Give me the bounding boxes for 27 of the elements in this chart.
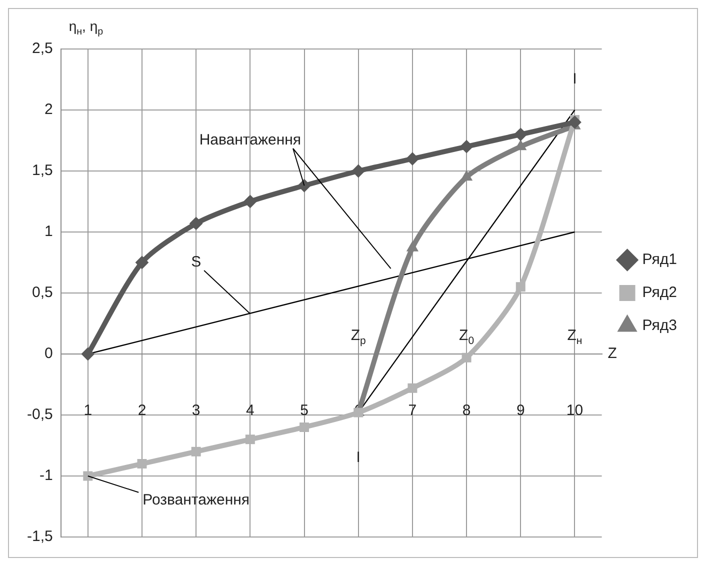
x-tick-label: 4 <box>246 402 254 420</box>
legend-label: Ряд2 <box>642 284 678 302</box>
y-tick-label: 0,5 <box>32 284 53 302</box>
x-axis-title: Z <box>608 345 617 362</box>
y-tick-label: -1,5 <box>26 528 53 546</box>
y-tick-label: 1,5 <box>32 162 53 180</box>
y-tick-label: 1 <box>44 223 53 240</box>
y-tick-label: -0,5 <box>26 406 53 424</box>
annotation: S <box>191 254 202 271</box>
x-tick-label: 1 <box>84 402 92 420</box>
x-tick-label: 5 <box>300 402 308 420</box>
x-tick-label: 2 <box>138 402 146 420</box>
x-tick-label: 7 <box>408 402 417 420</box>
annotation: I <box>572 70 577 88</box>
legend-label: Ряд1 <box>642 251 678 268</box>
y-tick-label: 2,5 <box>32 40 53 58</box>
x-tick-label: 3 <box>192 402 200 420</box>
y-tick-label: 2 <box>44 101 53 118</box>
legend-label: Ряд3 <box>642 317 678 334</box>
x-tick-label: 8 <box>462 402 471 420</box>
x-tick-label: 9 <box>516 402 525 420</box>
x-tick-label: 10 <box>566 402 584 420</box>
y-tick-label: 0 <box>44 345 53 362</box>
y-tick-label: -1 <box>40 467 53 484</box>
annotation: Розвантаження <box>142 492 250 509</box>
annotation: Навантаження <box>199 132 302 149</box>
annotation: I <box>356 448 360 466</box>
